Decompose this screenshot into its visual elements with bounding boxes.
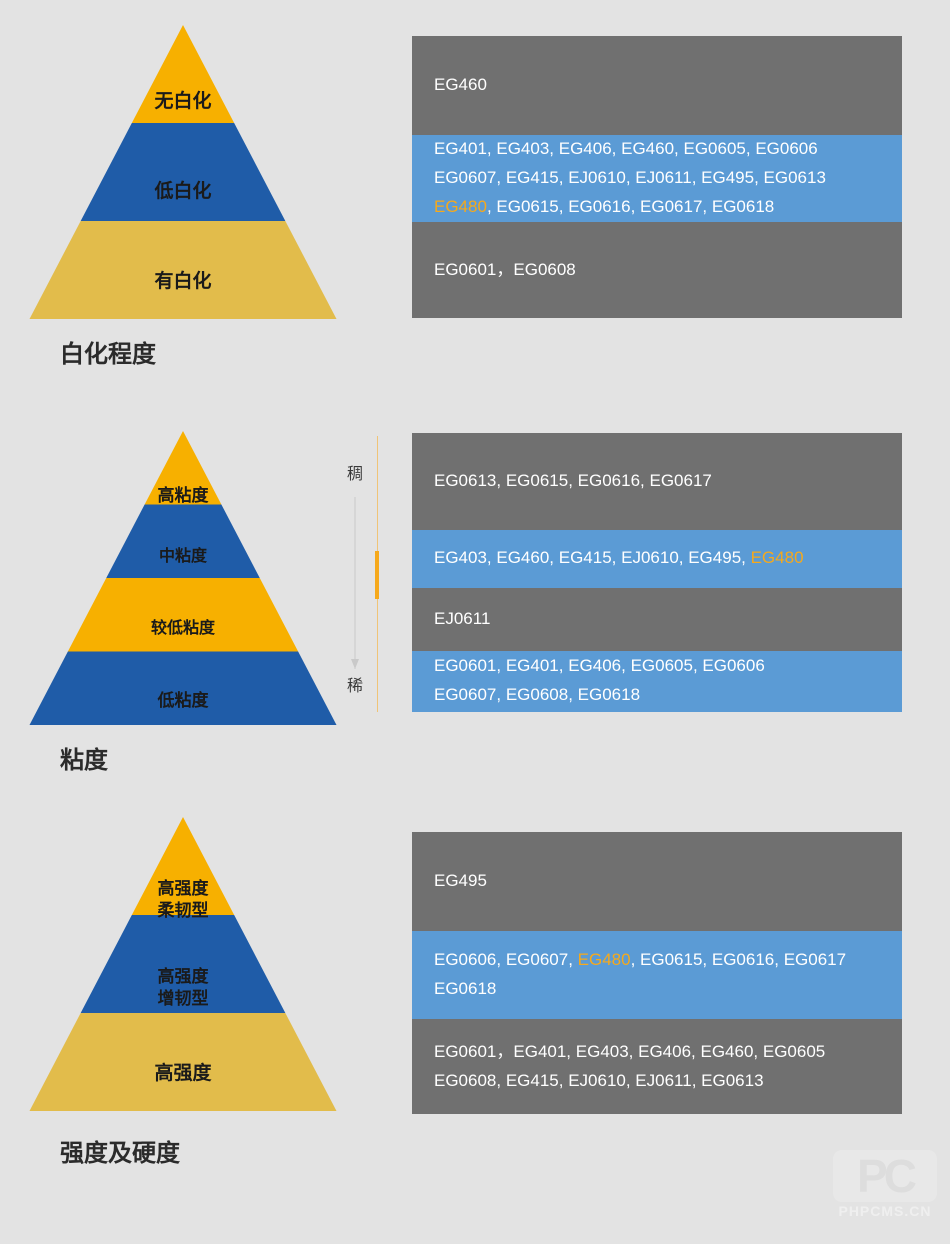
svg-text:有白化: 有白化 — [154, 269, 211, 292]
svg-text:无白化: 无白化 — [154, 89, 211, 112]
svg-text:高强度: 高强度 — [154, 1061, 212, 1084]
svg-text:高粘度: 高粘度 — [158, 485, 210, 505]
svg-text:中粘度: 中粘度 — [159, 546, 208, 565]
svg-text:PC: PC — [857, 1150, 916, 1202]
svg-text:低粘度: 低粘度 — [157, 690, 210, 710]
svg-text:较低粘度: 较低粘度 — [151, 618, 216, 637]
svg-text:低白化: 低白化 — [153, 179, 211, 202]
svg-text:PHPCMS.CN: PHPCMS.CN — [838, 1203, 931, 1219]
